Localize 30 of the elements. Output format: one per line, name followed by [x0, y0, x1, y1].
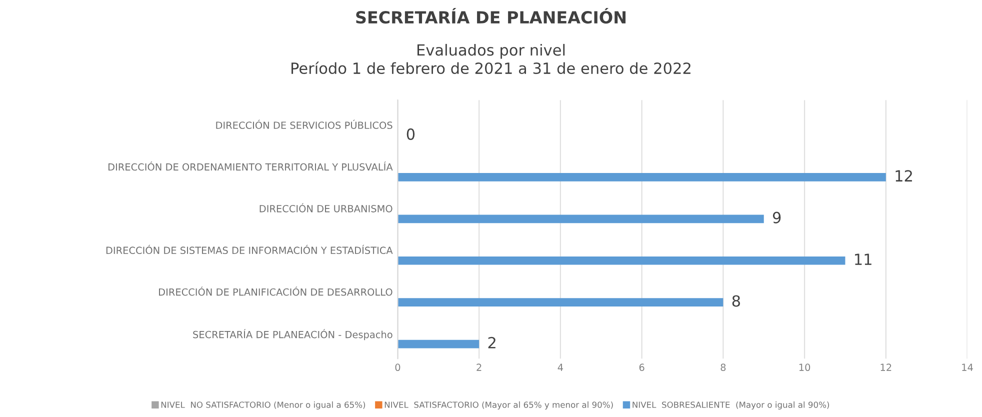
x-tick-label: 4 [558, 364, 563, 371]
y-tick-label: DIRECCIÓN DE URBANISMO [260, 203, 392, 212]
legend-label: NIVEL NO SATISFACTORIO (Menor o igual a 65%) [161, 401, 366, 410]
y-tick-label: DIRECCIÓN DE SERVICIOS PÚBLICOS [216, 120, 392, 129]
data-label: 11 [855, 254, 872, 265]
legend-label: NIVEL SATISFACTORIO (Mayor al 65% y menor al 90%) [384, 401, 613, 410]
x-tick-label: 0 [395, 364, 400, 372]
y-tick-label: DIRECCIÓN DE ORDENAMIENTO TERRITORIAL Y PLUSVALÍA [108, 162, 393, 171]
data-label: 2 [488, 336, 496, 348]
x-tick-label: 8 [720, 364, 726, 372]
data-label: 12 [896, 170, 912, 182]
bar [398, 340, 480, 348]
x-tick-label: 6 [639, 364, 644, 372]
y-tick-label: DIRECCIÓN DE SISTEMAS DE INFORMACIÓN Y ESTADÍSTICA [106, 244, 393, 254]
x-tick-label: 10 [799, 364, 810, 372]
y-tick-label: SECRETARÍA DE PLANEACIÓN - Despacho [193, 329, 392, 340]
bar [398, 173, 886, 182]
bar [398, 298, 724, 306]
y-tick-label: DIRECCIÓN DE PLANIFICACIÓN DE DESARROLLO [159, 286, 392, 296]
data-label: 9 [772, 212, 781, 224]
chart-title: SECRETARÍA DE PLANEACIÓN [356, 8, 626, 24]
bar [398, 256, 846, 265]
data-label: 8 [732, 295, 740, 307]
x-tick-label: 2 [476, 364, 482, 371]
x-tick-label: 12 [880, 364, 892, 371]
legend-label: NIVEL SOBRESALIENTE (Mayor o igual al 90%) [632, 401, 830, 410]
data-label: 0 [406, 128, 415, 140]
bar [398, 214, 764, 224]
chart-subtitle: Evaluados por nivel Período 1 de febrero de 2021 a 31 de enero de 2022 [292, 44, 690, 74]
x-tick-label: 14 [962, 364, 973, 371]
